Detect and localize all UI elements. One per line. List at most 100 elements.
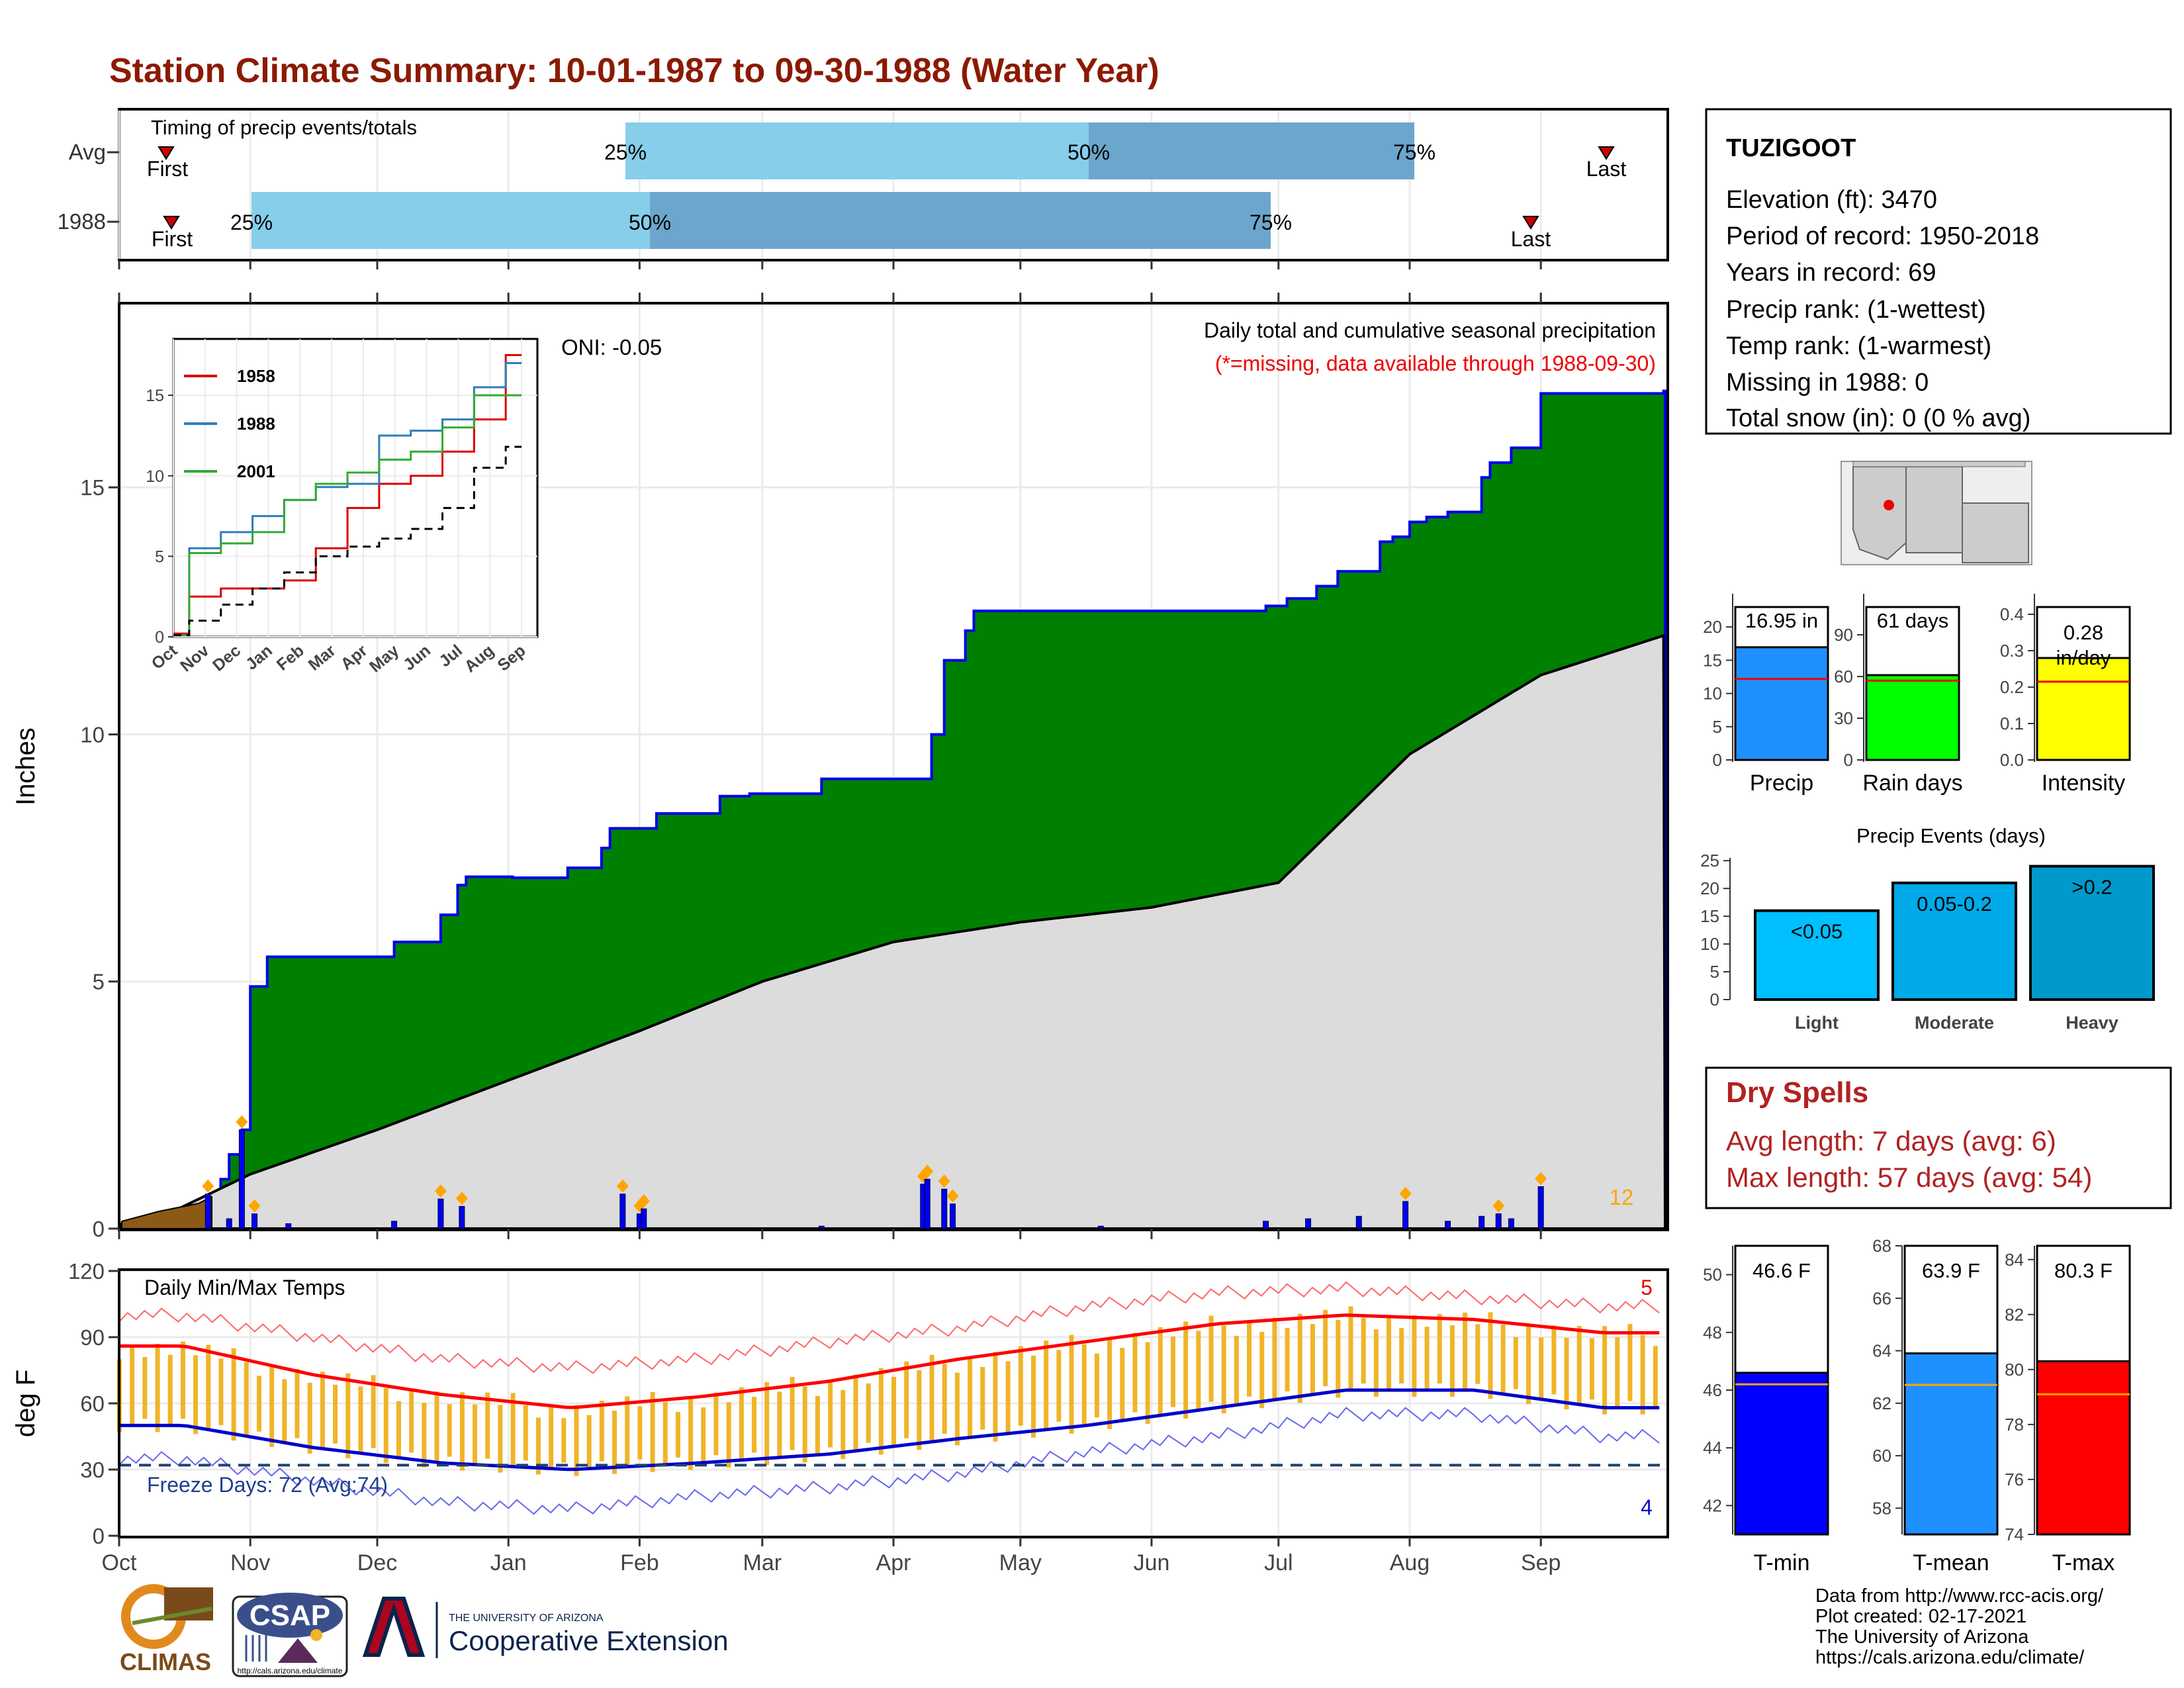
daily-temp-range-bar <box>422 1403 427 1468</box>
mini-bar-tick-label: 0.0 <box>2000 750 2024 770</box>
temp-panel-label: Daily Min/Max Temps <box>144 1276 345 1299</box>
daily-precip-bar <box>1305 1218 1312 1229</box>
station-line-6: Missing in 1988: 0 <box>1726 369 1929 397</box>
inset-line-1958 <box>173 353 522 635</box>
temp-summary-tick-label: 62 <box>1872 1393 1891 1413</box>
daily-precip-bar <box>391 1221 398 1229</box>
daily-temp-range-bar <box>1285 1328 1290 1392</box>
events-tick-label: 0 <box>1710 990 1719 1009</box>
mini-bar-name: Rain days <box>1862 771 1962 796</box>
temp-summary-bar-t-max <box>2036 1360 2131 1536</box>
daily-temp-range-bar <box>1653 1346 1658 1408</box>
precip-y-tick-label: 10 <box>80 722 105 747</box>
events-bar-heavy <box>2029 865 2155 1002</box>
daily-temp-range-bar <box>993 1352 998 1442</box>
avg-first-label: First <box>147 157 188 181</box>
mini-bar-value-label: 0.28 <box>2064 621 2103 644</box>
daily-precip-bar <box>941 1188 948 1229</box>
precip-y-tick-label: 15 <box>80 475 105 500</box>
timing-row-1988: 1988 <box>58 209 106 234</box>
temp-summary-tick-label: 74 <box>2005 1524 2024 1544</box>
utah-colorado-shape <box>1852 461 2026 467</box>
temp-summary-tick-label: 50 <box>1703 1265 1722 1285</box>
mini-bar-tick-label: 0 <box>1844 750 1853 770</box>
inset-y-tick-label: 5 <box>155 547 164 566</box>
daily-temp-range-bar <box>473 1404 478 1465</box>
daily-temp-range-bar <box>485 1392 490 1459</box>
daily-temp-range-bar <box>434 1391 439 1463</box>
precip-panel: 0 5 10 15 Inches ONI: -0.05 Daily total and… <box>11 293 1669 1241</box>
daily-max-marker <box>1492 1199 1505 1213</box>
temp-summary-tick-label: 46 <box>1703 1380 1722 1400</box>
daily-temp-range-bar <box>764 1382 770 1466</box>
daily-precip-bar <box>1263 1221 1269 1229</box>
daily-precip-bar <box>1097 1225 1104 1229</box>
daily-temp-range-bar <box>1221 1325 1226 1414</box>
precip-events-chart: Precip Events (days) 0 5 10 15 20 25 <0.05 Ligh… <box>1700 824 2155 1033</box>
daily-temp-range-bar <box>180 1341 185 1419</box>
1988-first-label: First <box>152 227 193 251</box>
temp-summary-name: T-mean <box>1913 1550 1989 1575</box>
1988-last-label: Last <box>1511 227 1551 251</box>
locator-map <box>1841 461 2032 565</box>
timing-label: Timing of precip events/totals <box>151 116 417 139</box>
daily-temp-range-bar <box>535 1417 541 1475</box>
arizona-shape <box>1852 466 1907 561</box>
daily-temp-range-bar <box>333 1384 338 1444</box>
daily-temp-range-bar <box>1437 1313 1442 1383</box>
precip-bar <box>1734 646 1829 761</box>
temp-summary-tick-label: 44 <box>1703 1438 1722 1458</box>
events-tick-label: 20 <box>1700 878 1719 898</box>
daily-temp-range-bar <box>1120 1348 1125 1421</box>
inset-y-tick-label: 15 <box>146 387 164 405</box>
events-tick-label: 5 <box>1710 962 1719 982</box>
daily-temp-range-bar <box>929 1354 934 1442</box>
daily-temp-range-bar <box>1183 1321 1189 1419</box>
inset-line-1988 <box>173 361 522 637</box>
daily-temp-range-bar <box>891 1377 896 1446</box>
events-bar-name: Moderate <box>1915 1013 1994 1033</box>
precip-missing-note: (*=missing, data available through 1988-… <box>1215 352 1656 375</box>
daily-temp-range-bar <box>371 1375 376 1448</box>
csap-logo-text: CSAP <box>250 1599 330 1632</box>
dry-spells-avg: Avg length: 7 days (avg: 6) <box>1726 1125 2056 1156</box>
mini-bar-value-label: 16.95 in <box>1745 609 1818 632</box>
csap-url-text: http://cals.arizona.edu/climate <box>238 1666 343 1675</box>
daily-temp-range-bar <box>244 1362 249 1436</box>
daily-temp-range-bar <box>1196 1331 1201 1411</box>
mini-bar-value-label-unit: in/day <box>2056 646 2111 669</box>
timing-panel: Timing of precip events/totals Avg 1988 … <box>58 108 1669 269</box>
daily-temp-range-bar <box>1500 1325 1506 1394</box>
temp-y-tick-label: 90 <box>80 1325 105 1350</box>
daily-temp-range-bar <box>409 1389 414 1453</box>
daily-precip-bar <box>1495 1213 1502 1229</box>
daily-temp-range-bar <box>713 1392 719 1456</box>
daily-max-marker <box>1399 1186 1412 1200</box>
month-label: Apr <box>876 1550 911 1575</box>
temp-y-tick-label: 120 <box>68 1259 105 1284</box>
month-label: Oct <box>102 1550 137 1575</box>
mini-bar-tick-label: 90 <box>1834 625 1853 645</box>
daily-temp-range-bar <box>1069 1335 1074 1434</box>
daily-temp-range-bar <box>815 1395 820 1455</box>
mini-bar-tick-label: 5 <box>1713 717 1722 737</box>
1988-last-marker-icon <box>1522 216 1539 230</box>
page-title: Station Climate Summary: 10-01-1987 to 0… <box>109 52 1160 90</box>
daily-temp-range-bar <box>256 1376 261 1432</box>
daily-precip-bar <box>1402 1201 1409 1229</box>
daily-temp-range-bar <box>396 1401 401 1458</box>
mini-bar-name: Intensity <box>2042 771 2126 796</box>
daily-temp-range-bar <box>459 1392 465 1471</box>
climas-logo-text: CLIMAS <box>120 1648 211 1675</box>
daily-temp-range-bar <box>752 1397 757 1453</box>
inset-legend-label: 1988 <box>237 414 275 434</box>
daily-temp-range-bar <box>612 1411 617 1474</box>
daily-temp-range-bar <box>549 1405 554 1469</box>
daily-temp-range-bar <box>828 1381 833 1448</box>
daily-temp-range-bar <box>1030 1355 1036 1438</box>
daily-temp-range-bar <box>790 1377 795 1450</box>
1988-p50-label: 50% <box>629 211 671 234</box>
events-tick-label: 25 <box>1700 851 1719 870</box>
temp-summary-tick-label: 82 <box>2005 1305 2024 1325</box>
daily-temp-range-bar <box>1449 1325 1455 1397</box>
